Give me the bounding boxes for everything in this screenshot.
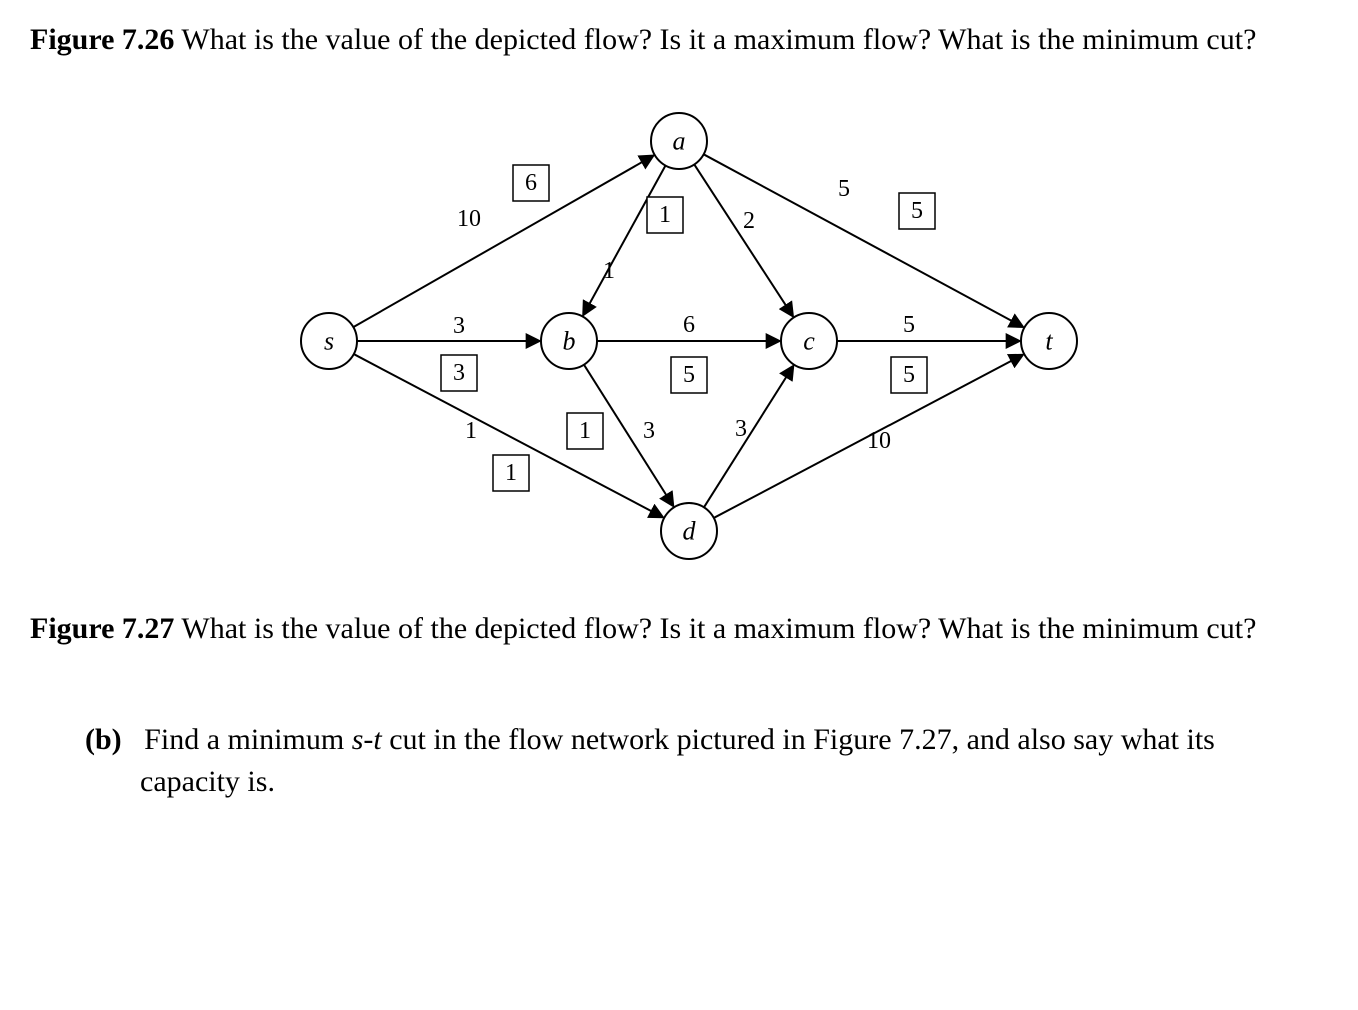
flow-network-diagram: 10 6 3 3 1 1 1 1 2 5 5 6 5 3 1 3 5 5 10 s a b c d t — [249, 81, 1109, 581]
figure-726-caption: Figure 7.26 What is the value of the dep… — [30, 20, 1328, 61]
edge-s-a — [353, 155, 653, 326]
node-label-t: t — [1045, 326, 1053, 355]
flow-a-b: 1 — [659, 202, 671, 228]
capacity-d-t: 10 — [867, 428, 891, 454]
node-label-a: a — [673, 126, 686, 155]
edge-d-c — [704, 366, 793, 507]
node-label-s: s — [324, 326, 334, 355]
capacity-s-d: 1 — [465, 418, 477, 444]
figure-727-caption: Figure 7.27 What is the value of the dep… — [30, 609, 1328, 650]
capacity-a-c: 2 — [743, 208, 755, 234]
subquestion-b-label: (b) — [85, 723, 122, 756]
capacity-d-c: 3 — [735, 416, 747, 442]
node-label-c: c — [803, 326, 815, 355]
edge-s-d — [354, 354, 663, 517]
capacity-b-d: 3 — [643, 418, 655, 444]
page: Figure 7.26 What is the value of the dep… — [0, 0, 1358, 1010]
figure-726-text: What is the value of the depicted flow? … — [181, 23, 1256, 56]
capacity-a-b: 1 — [603, 258, 615, 284]
subquestion-b-st: s-t — [352, 723, 382, 756]
edge-a-t — [704, 154, 1023, 326]
subquestion-b: (b) Find a minimum s-t cut in the flow n… — [30, 719, 1328, 803]
subquestion-b-part1: Find a minimum — [144, 723, 352, 756]
capacity-s-b: 3 — [453, 313, 465, 339]
capacity-c-t: 5 — [903, 312, 915, 338]
flow-a-t: 5 — [911, 198, 923, 224]
figure-727-label: Figure 7.27 — [30, 612, 174, 645]
flow-d-b: 1 — [579, 418, 591, 444]
flow-s-d: 1 — [505, 460, 517, 486]
node-label-d: d — [683, 516, 697, 545]
node-label-b: b — [563, 326, 576, 355]
edge-a-c — [694, 164, 792, 315]
capacity-b-c: 6 — [683, 312, 695, 338]
flow-s-a: 6 — [525, 170, 537, 196]
flow-b-c: 5 — [683, 362, 695, 388]
capacity-s-a: 10 — [457, 206, 481, 232]
flow-c-t: 5 — [903, 362, 915, 388]
flow-network-diagram-wrap: 10 6 3 3 1 1 1 1 2 5 5 6 5 3 1 3 5 5 10 s a b c d t — [30, 81, 1328, 581]
figure-726-label: Figure 7.26 — [30, 23, 174, 56]
figure-727-text: What is the value of the depicted flow? … — [181, 612, 1256, 645]
flow-s-b: 3 — [453, 360, 465, 386]
capacity-a-t: 5 — [838, 176, 850, 202]
